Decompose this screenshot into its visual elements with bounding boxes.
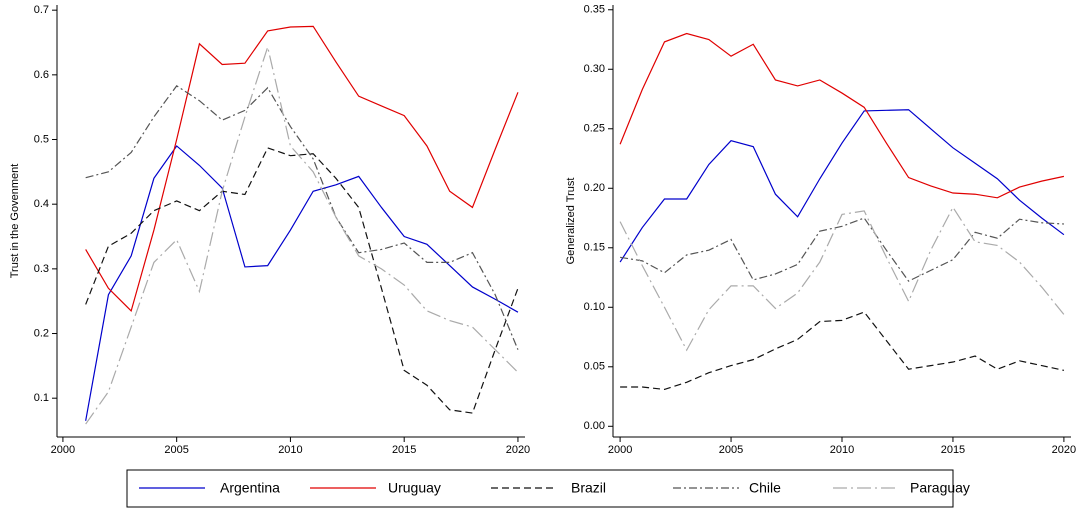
y-tick-label: 0.4 — [34, 198, 49, 210]
series-line — [85, 44, 519, 425]
series-line — [619, 109, 1065, 263]
series-line — [85, 85, 519, 350]
x-tick-label: 2010 — [830, 444, 854, 456]
y-tick-label: 0.35 — [584, 4, 605, 16]
y-tick-label: 0.10 — [584, 301, 605, 313]
x-tick-label: 2015 — [941, 444, 965, 456]
y-tick-label: 0.7 — [34, 4, 49, 16]
x-tick-label: 2015 — [392, 444, 416, 456]
y-axis-label: Trust in the Govenment — [9, 164, 21, 279]
x-tick-label: 2010 — [278, 444, 302, 456]
y-axis-label: Generalized Trust — [565, 178, 577, 265]
series-line — [620, 217, 1064, 282]
y-tick-label: 0.6 — [34, 69, 49, 81]
x-tick-label: 2000 — [608, 444, 632, 456]
series-line — [619, 32, 1065, 199]
legend-label: Paraguay — [910, 480, 970, 496]
series-line — [619, 206, 1065, 352]
series-line — [85, 147, 519, 414]
x-tick-label: 2000 — [51, 444, 75, 456]
legend-label: Argentina — [220, 480, 280, 496]
series-line — [85, 25, 519, 313]
legend-label: Brazil — [571, 480, 606, 496]
y-tick-label: 0.25 — [584, 123, 605, 135]
y-tick-label: 0.5 — [34, 133, 49, 145]
y-tick-label: 0.20 — [584, 182, 605, 194]
y-tick-label: 0.3 — [34, 263, 49, 275]
x-tick-label: 2020 — [1052, 444, 1076, 456]
legend-label: Uruguay — [388, 480, 441, 496]
y-tick-label: 0.2 — [34, 327, 49, 339]
x-tick-label: 2020 — [506, 444, 530, 456]
series-line — [85, 145, 519, 421]
legend-label: Chile — [749, 480, 781, 496]
y-tick-label: 0.1 — [34, 392, 49, 404]
y-tick-label: 0.15 — [584, 242, 605, 254]
y-tick-label: 0.05 — [584, 361, 605, 373]
x-tick-label: 2005 — [164, 444, 188, 456]
y-tick-label: 0.00 — [584, 420, 605, 432]
y-tick-label: 0.30 — [584, 63, 605, 75]
series-line — [620, 311, 1065, 391]
x-tick-label: 2005 — [719, 444, 743, 456]
